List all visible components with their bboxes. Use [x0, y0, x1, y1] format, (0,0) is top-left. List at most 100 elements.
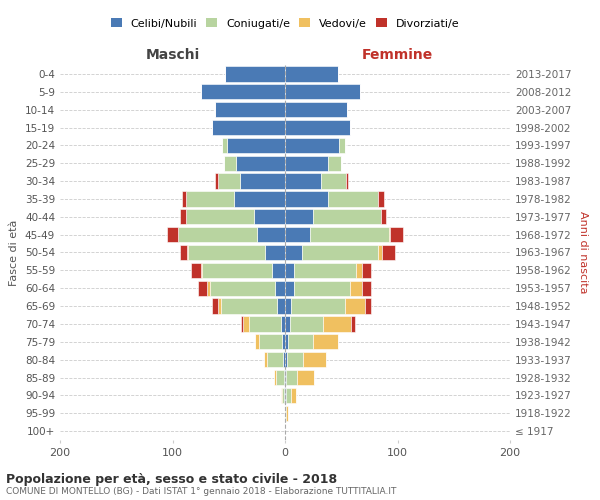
Bar — [350, 280, 361, 296]
Bar — [303, 352, 325, 367]
Legend: Celibi/Nubili, Coniugati/e, Vedovi/e, Divorziati/e: Celibi/Nubili, Coniugati/e, Vedovi/e, Di… — [110, 18, 460, 28]
Bar — [284, 388, 285, 403]
Text: COMUNE DI MONTELLO (BG) - Dati ISTAT 1° gennaio 2018 - Elaborazione TUTTITALIA.I: COMUNE DI MONTELLO (BG) - Dati ISTAT 1° … — [6, 488, 397, 496]
Bar — [200, 263, 202, 278]
Bar — [186, 209, 254, 224]
Bar — [344, 298, 365, 314]
Bar — [244, 316, 249, 332]
Bar — [281, 334, 285, 349]
Bar — [285, 209, 313, 224]
Bar — [212, 120, 285, 135]
Bar — [222, 138, 227, 153]
Bar — [285, 370, 286, 385]
Bar — [286, 388, 290, 403]
Y-axis label: Anni di nascita: Anni di nascita — [578, 211, 588, 294]
Bar — [265, 245, 285, 260]
Bar — [323, 316, 352, 332]
Bar — [212, 298, 218, 314]
Bar — [313, 334, 338, 349]
Bar — [235, 192, 285, 206]
Bar — [290, 298, 344, 314]
Bar — [302, 245, 379, 260]
Bar — [221, 298, 277, 314]
Bar — [178, 227, 257, 242]
Bar — [379, 245, 382, 260]
Bar — [181, 245, 187, 260]
Bar — [259, 334, 281, 349]
Bar — [224, 156, 235, 171]
Bar — [285, 334, 289, 349]
Bar — [389, 227, 403, 242]
Bar — [241, 316, 244, 332]
Bar — [202, 263, 271, 278]
Bar — [181, 209, 186, 224]
Bar — [285, 156, 328, 171]
Bar — [285, 316, 290, 332]
Bar — [235, 156, 285, 171]
Bar — [254, 334, 259, 349]
Bar — [275, 280, 285, 296]
Bar — [249, 316, 281, 332]
Bar — [276, 370, 284, 385]
Bar — [227, 138, 285, 153]
Bar — [285, 227, 310, 242]
Bar — [284, 370, 285, 385]
Bar — [298, 370, 314, 385]
Bar — [382, 245, 395, 260]
Bar — [254, 209, 285, 224]
Bar — [285, 406, 286, 421]
Y-axis label: Fasce di età: Fasce di età — [10, 220, 19, 286]
Bar — [285, 263, 294, 278]
Bar — [285, 298, 290, 314]
Bar — [226, 66, 285, 82]
Bar — [257, 227, 285, 242]
Bar — [277, 298, 285, 314]
Bar — [283, 352, 285, 367]
Bar — [218, 174, 240, 188]
Bar — [290, 388, 296, 403]
Bar — [182, 192, 186, 206]
Bar — [379, 192, 384, 206]
Bar — [346, 174, 348, 188]
Bar — [240, 174, 285, 188]
Text: Maschi: Maschi — [145, 48, 200, 62]
Bar — [167, 227, 178, 242]
Bar — [281, 316, 285, 332]
Bar — [271, 263, 285, 278]
Bar — [285, 280, 294, 296]
Bar — [274, 370, 276, 385]
Bar — [281, 388, 284, 403]
Bar — [361, 263, 371, 278]
Bar — [289, 334, 313, 349]
Bar — [267, 352, 283, 367]
Bar — [380, 209, 386, 224]
Bar — [365, 298, 371, 314]
Bar — [285, 245, 302, 260]
Bar — [285, 120, 350, 135]
Bar — [361, 280, 371, 296]
Text: Popolazione per età, sesso e stato civile - 2018: Popolazione per età, sesso e stato civil… — [6, 472, 337, 486]
Bar — [285, 192, 328, 206]
Bar — [285, 84, 361, 100]
Bar — [352, 316, 355, 332]
Bar — [294, 263, 356, 278]
Bar — [285, 66, 338, 82]
Bar — [290, 316, 323, 332]
Bar — [263, 352, 267, 367]
Bar — [285, 174, 321, 188]
Bar — [188, 245, 265, 260]
Bar — [209, 280, 275, 296]
Bar — [199, 280, 208, 296]
Bar — [208, 280, 209, 296]
Bar — [186, 192, 235, 206]
Bar — [310, 227, 389, 242]
Bar — [321, 174, 346, 188]
Bar — [285, 352, 287, 367]
Bar — [287, 352, 303, 367]
Bar — [328, 156, 341, 171]
Bar — [218, 298, 221, 314]
Bar — [313, 209, 380, 224]
Bar — [356, 263, 361, 278]
Bar — [215, 102, 285, 117]
Bar — [285, 102, 347, 117]
